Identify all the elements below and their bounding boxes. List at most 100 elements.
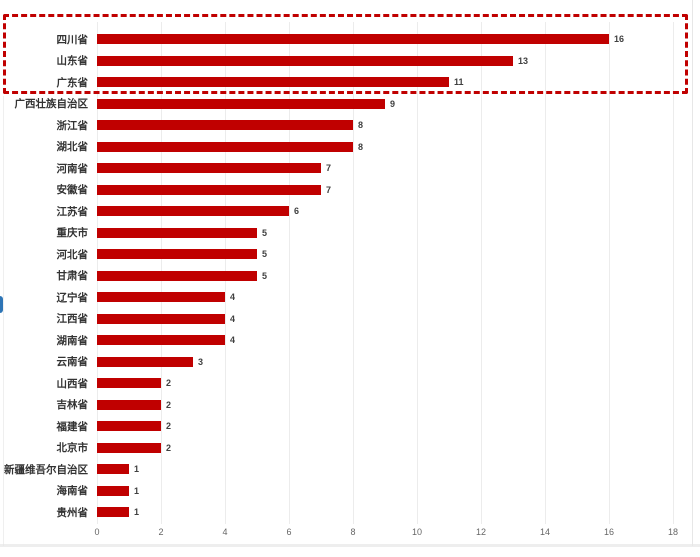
category-label: 北京市	[56, 442, 89, 454]
category-label: 辽宁省	[56, 291, 89, 304]
category-label: 河北省	[56, 248, 89, 261]
bar[interactable]	[97, 313, 225, 324]
bar[interactable]	[97, 335, 225, 345]
category-label: 海南省	[56, 485, 89, 497]
value-label: 4	[230, 313, 236, 324]
bar-row: 四川省 16	[0, 29, 700, 49]
bar[interactable]	[97, 507, 129, 517]
bar-row: 江苏省 6	[0, 201, 700, 221]
bar-row: 新疆维吾尔自治区 1	[0, 459, 700, 479]
bar[interactable]	[97, 378, 161, 388]
bar-row: 吉林省 2	[0, 395, 700, 415]
bar-row: 北京市 2	[0, 438, 700, 458]
category-label: 河南省	[56, 162, 89, 175]
bar[interactable]	[97, 442, 161, 453]
bar[interactable]	[97, 55, 513, 66]
bar-row: 辽宁省 4	[0, 287, 700, 307]
bar[interactable]	[97, 270, 257, 281]
category-label: 安徽省	[56, 184, 89, 196]
bar[interactable]	[97, 227, 257, 238]
value-label: 2	[166, 442, 172, 453]
gridline	[417, 22, 418, 524]
bar-row: 河北省 5	[0, 244, 700, 264]
value-label: 5	[262, 249, 268, 259]
value-label: 8	[358, 141, 364, 152]
gridline	[673, 22, 674, 524]
x-tick-label: 6	[286, 527, 292, 537]
x-tick-label: 10	[411, 527, 422, 537]
value-label: 2	[166, 421, 172, 431]
bar-row: 山西省 2	[0, 373, 700, 393]
bar-row: 浙江省 8	[0, 115, 700, 135]
bar[interactable]	[97, 77, 449, 87]
bar[interactable]	[97, 421, 161, 431]
bar-row: 甘肃省 5	[0, 266, 700, 286]
gridline	[353, 22, 354, 524]
value-label: 5	[262, 270, 268, 281]
category-label: 江西省	[56, 313, 89, 325]
value-label: 7	[326, 163, 332, 173]
bar[interactable]	[97, 292, 225, 302]
x-tick-label: 16	[603, 527, 614, 537]
category-label: 重庆市	[56, 227, 89, 239]
value-label: 7	[326, 184, 332, 195]
value-label: 1	[134, 507, 140, 517]
category-label: 广东省	[56, 76, 89, 89]
value-label: 2	[166, 378, 172, 388]
value-label: 13	[518, 55, 529, 66]
chart-right-edge	[692, 0, 693, 546]
category-label: 四川省	[56, 33, 89, 46]
bar[interactable]	[97, 184, 321, 195]
value-label: 2	[166, 399, 172, 410]
bar-row: 福建省 2	[0, 416, 700, 436]
bar-row: 广东省 11	[0, 72, 700, 92]
value-label: 1	[134, 485, 140, 496]
value-label: 9	[390, 98, 396, 109]
bar-row: 海南省 1	[0, 481, 700, 501]
chart-bottom-edge	[0, 544, 700, 547]
bar[interactable]	[97, 356, 193, 367]
bar-row: 广西壮族自治区 9	[0, 94, 700, 114]
category-label: 湖北省	[56, 141, 89, 153]
category-label: 山西省	[56, 377, 89, 390]
x-tick-label: 4	[222, 527, 228, 537]
bar[interactable]	[97, 163, 321, 173]
value-label: 1	[134, 464, 140, 474]
bar-row: 安徽省 7	[0, 180, 700, 200]
bar-row: 江西省 4	[0, 309, 700, 329]
category-label: 吉林省	[56, 399, 89, 411]
value-label: 4	[230, 335, 236, 345]
x-tick-label: 8	[350, 527, 356, 537]
bar-row: 山东省 13	[0, 51, 700, 71]
category-label: 甘肃省	[56, 270, 89, 282]
value-label: 16	[614, 34, 625, 44]
bar[interactable]	[97, 34, 609, 44]
category-label: 浙江省	[56, 119, 89, 132]
category-label: 云南省	[56, 356, 89, 368]
bar[interactable]	[97, 249, 257, 259]
x-tick-label: 2	[158, 527, 164, 537]
category-label: 湖南省	[56, 334, 89, 347]
bar[interactable]	[97, 464, 129, 474]
gridline	[481, 22, 482, 524]
gridline	[609, 22, 610, 524]
value-label: 6	[294, 206, 300, 216]
x-tick-label: 18	[667, 527, 678, 537]
left-edge-blue-artifact	[0, 296, 3, 313]
bar[interactable]	[97, 120, 353, 130]
value-label: 8	[358, 120, 364, 130]
bar[interactable]	[97, 98, 385, 109]
value-label: 5	[262, 227, 268, 238]
bar[interactable]	[97, 485, 129, 496]
category-label: 山东省	[56, 55, 89, 67]
bar-row: 重庆市 5	[0, 223, 700, 243]
bar[interactable]	[97, 206, 289, 216]
value-label: 3	[198, 356, 204, 367]
category-label: 新疆维吾尔自治区	[4, 463, 88, 476]
bar[interactable]	[97, 141, 353, 152]
bar[interactable]	[97, 399, 161, 410]
chart-left-edge	[3, 96, 4, 546]
gridline	[545, 22, 546, 524]
bar-row: 河南省 7	[0, 158, 700, 178]
